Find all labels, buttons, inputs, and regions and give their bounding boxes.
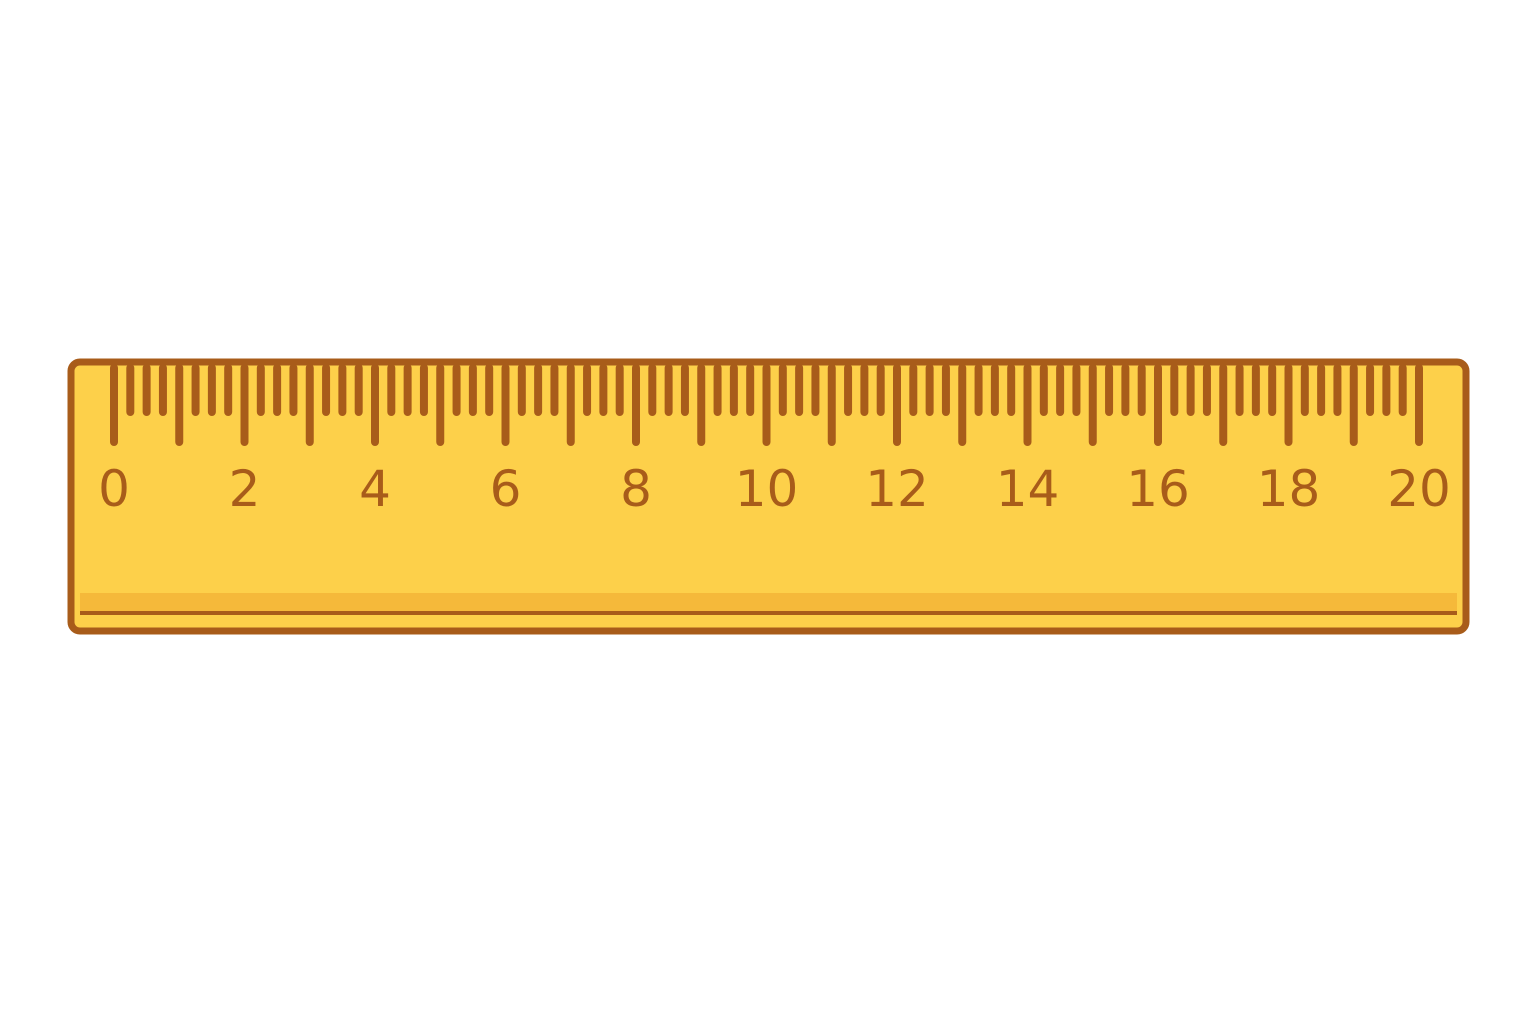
tick-labels: 0 2 4 6 8 10 12 14 16 18 20 xyxy=(98,460,1451,518)
tick-label: 10 xyxy=(735,460,799,518)
tick-label: 2 xyxy=(229,460,261,518)
tick-label: 6 xyxy=(490,460,522,518)
ruler-bottom-edge xyxy=(80,593,1457,612)
tick-label: 18 xyxy=(1257,460,1321,518)
tick-label: 20 xyxy=(1387,460,1451,518)
ruler-body xyxy=(67,358,1470,635)
tick-label: 8 xyxy=(620,460,652,518)
tick-label: 12 xyxy=(865,460,929,518)
tick-label: 16 xyxy=(1126,460,1190,518)
tick-label: 14 xyxy=(996,460,1060,518)
ticks xyxy=(110,364,1423,446)
tick-label: 0 xyxy=(98,460,130,518)
tick-label: 4 xyxy=(359,460,391,518)
